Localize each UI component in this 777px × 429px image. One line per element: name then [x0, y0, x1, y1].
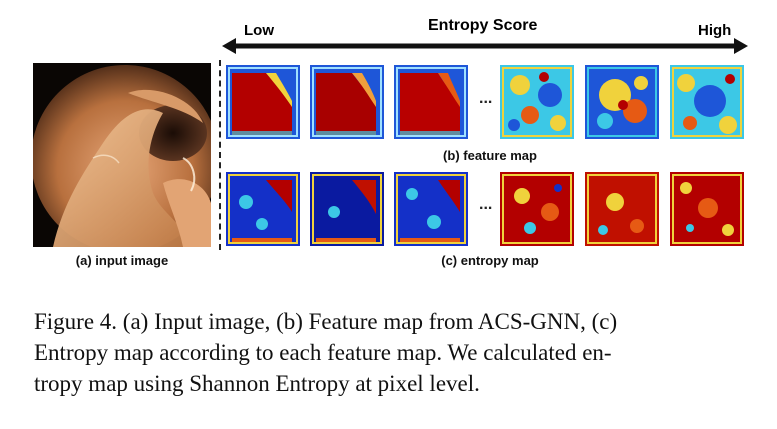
- caption-line-3: tropy map using Shannon Entropy at pixel…: [34, 371, 480, 396]
- feature-map-label: (b) feature map: [443, 148, 537, 163]
- entropy-map-5: [585, 172, 659, 246]
- feature-map-2: [310, 65, 384, 139]
- input-image-label: (a) input image: [75, 253, 169, 268]
- input-image: [33, 63, 211, 247]
- entropy-map-4: [500, 172, 574, 246]
- scale-low-label: Low: [244, 22, 274, 39]
- scale-high-label: High: [698, 22, 732, 39]
- feature-map-6: [670, 65, 744, 139]
- feature-map-3: [394, 65, 468, 139]
- caption-line-2: Entropy map according to each feature ma…: [34, 340, 612, 365]
- figure-caption: Figure 4. (a) Input image, (b) Feature m…: [34, 306, 749, 399]
- feature-ellipsis: ...: [479, 90, 493, 107]
- caption-line-1: Figure 4. (a) Input image, (b) Feature m…: [34, 309, 618, 334]
- entropy-ellipsis: ...: [479, 196, 493, 213]
- entropy-map-label: (c) entropy map: [441, 253, 539, 268]
- entropy-scale-arrow: [222, 38, 748, 54]
- scale-title: Entropy Score: [428, 17, 538, 34]
- feature-map-4: [500, 65, 574, 139]
- entropy-map-3: [394, 172, 468, 246]
- entropy-map-6: [670, 172, 744, 246]
- feature-map-5: [585, 65, 659, 139]
- feature-map-1: [226, 65, 300, 139]
- entropy-map-1: [226, 172, 300, 246]
- entropy-map-2: [310, 172, 384, 246]
- separator-line: [219, 60, 221, 250]
